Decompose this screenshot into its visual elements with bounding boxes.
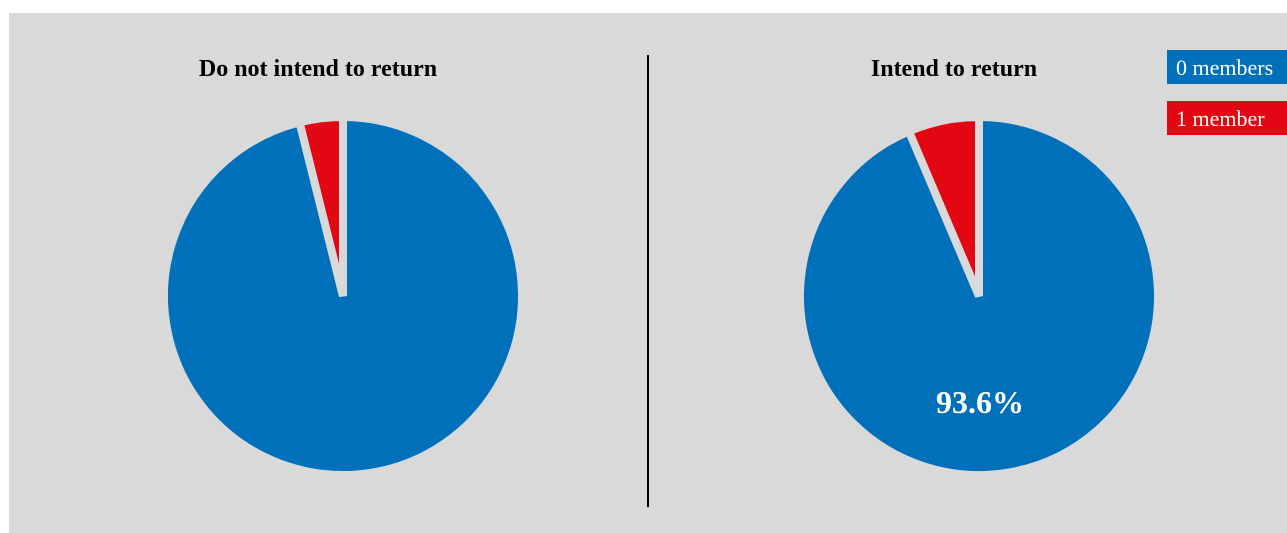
pie-slice-right-1-member xyxy=(903,112,983,298)
chart-panel: Do not intend to return Intend to return… xyxy=(9,13,1287,533)
legend-swatch-0-members xyxy=(1167,50,1287,84)
chart-title-right: Intend to return xyxy=(871,56,1037,82)
pie-right: 93.6% xyxy=(796,112,1162,479)
pie-slice-left-1-member xyxy=(294,112,347,297)
legend: 0 members 1 member xyxy=(1167,50,1287,135)
chart-title-left: Do not intend to return xyxy=(199,56,437,82)
pie-charts: Do not intend to return Intend to return… xyxy=(160,50,1287,507)
legend-label-0-members: 0 members xyxy=(1176,55,1273,80)
legend-label-1-member: 1 member xyxy=(1176,106,1265,131)
pie-left xyxy=(160,112,526,479)
legend-swatch-1-member xyxy=(1167,101,1287,135)
legend-item-0-members: 0 members xyxy=(1167,50,1287,84)
legend-item-1-member: 1 member xyxy=(1167,101,1287,135)
data-label-right-0: 93.6% xyxy=(936,384,1024,420)
